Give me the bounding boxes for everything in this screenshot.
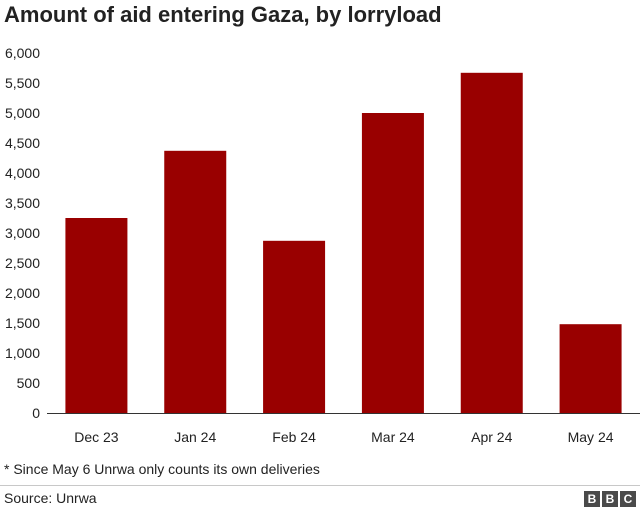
- x-tick-label: Jan 24: [174, 429, 216, 445]
- bbc-logo-letter: B: [602, 491, 618, 507]
- bbc-logo: B B C: [584, 491, 636, 507]
- y-tick-label: 2,500: [5, 255, 40, 271]
- y-tick-label: 4,000: [5, 165, 40, 181]
- bbc-logo-letter: B: [584, 491, 600, 507]
- bar-mar-24: [361, 113, 424, 413]
- bar-chart: 0 500 1,000 1,500 2,000 2,500 3,000 3,500 4,000 4…: [5, 45, 640, 445]
- x-tick-label: Feb 24: [272, 429, 316, 445]
- bar-jan-24: [164, 150, 227, 414]
- bar-feb-24: [263, 240, 326, 413]
- y-tick-label: 3,000: [5, 225, 40, 241]
- y-tick-label: 5,000: [5, 105, 40, 121]
- x-tick-label: May 24: [568, 429, 614, 445]
- y-tick-label: 500: [17, 375, 41, 391]
- y-tick-label: 1,000: [5, 345, 40, 361]
- x-tick-label: Mar 24: [371, 429, 415, 445]
- source-label: Source: Unrwa: [4, 490, 97, 506]
- bars: [65, 72, 622, 414]
- y-tick-label: 1,500: [5, 315, 40, 331]
- y-tick-label: 0: [32, 405, 40, 421]
- bar-dec-23: [65, 218, 128, 413]
- footer-divider: [0, 485, 640, 486]
- y-tick-label: 6,000: [5, 45, 40, 61]
- y-axis: 0 500 1,000 1,500 2,000 2,500 3,000 3,500 4,000 4…: [5, 45, 40, 421]
- y-tick-label: 2,000: [5, 285, 40, 301]
- bar-may-24: [559, 324, 622, 413]
- footnote: * Since May 6 Unrwa only counts its own …: [4, 461, 320, 477]
- x-tick-label: Dec 23: [74, 429, 119, 445]
- y-tick-label: 5,500: [5, 75, 40, 91]
- y-tick-label: 3,500: [5, 195, 40, 211]
- y-tick-label: 4,500: [5, 135, 40, 151]
- x-axis: Dec 23 Jan 24 Feb 24 Mar 24 Apr 24 May 24: [74, 429, 614, 445]
- bar-apr-24: [460, 72, 523, 414]
- bbc-logo-letter: C: [620, 491, 636, 507]
- x-tick-label: Apr 24: [471, 429, 512, 445]
- chart-title: Amount of aid entering Gaza, by lorryloa…: [4, 2, 442, 27]
